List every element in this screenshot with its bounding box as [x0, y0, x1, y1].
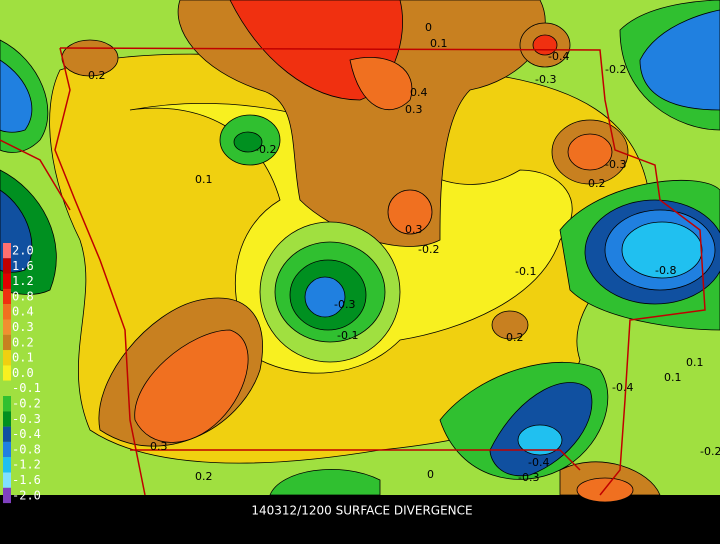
- contour-label: 0: [427, 468, 434, 481]
- legend-swatch: [3, 319, 11, 335]
- legend-label: 0.0: [12, 366, 34, 380]
- contour-label: -0.3: [535, 73, 556, 86]
- legend-label: -0.4: [12, 427, 41, 441]
- legend-label: 0.2: [12, 335, 34, 349]
- contour-label: 0.2: [506, 331, 524, 344]
- legend-swatch: [3, 380, 11, 396]
- contour-label: -0.3: [334, 298, 355, 311]
- contour-label: -0.1: [337, 329, 358, 342]
- contour-label: 0.3: [405, 103, 423, 116]
- contour-label: 0.3: [405, 223, 423, 236]
- contour-label: 0.1: [430, 37, 448, 50]
- legend-label: 0.8: [12, 289, 34, 303]
- contour-label: -0.3: [605, 158, 626, 171]
- contour-label: -0.2: [700, 445, 720, 458]
- contour-label: -0.4: [548, 50, 569, 63]
- legend-swatch: [3, 288, 11, 305]
- legend-swatch: [3, 243, 11, 259]
- contour-label: -0.4: [612, 381, 633, 394]
- contour-label: -0.2: [418, 243, 439, 256]
- caption: 140312/1200 SURFACE DIVERGENCE: [251, 504, 472, 518]
- contour-label: -0.4: [528, 456, 549, 469]
- legend-label: -0.3: [12, 412, 41, 426]
- legend-swatch: [3, 472, 11, 488]
- legend-swatch: [3, 258, 11, 274]
- legend-label: -1.6: [12, 473, 41, 487]
- legend-label: 0.1: [12, 351, 34, 365]
- contour-label: 0.2: [588, 177, 606, 190]
- contour-label: 0: [425, 21, 432, 34]
- legend-swatch: [3, 411, 11, 427]
- contour-label: -0.8: [655, 264, 676, 277]
- contour-label: 0.1: [195, 173, 213, 186]
- legend-label: -2.0: [12, 488, 41, 502]
- legend-label: 0.4: [12, 305, 34, 319]
- contour-label: 0.1: [664, 371, 682, 384]
- contour-label: -0.1: [515, 265, 536, 278]
- legend-label: -0.8: [12, 442, 41, 456]
- contour-label: -0.2: [605, 63, 626, 76]
- contour-label: 0.1: [686, 356, 704, 369]
- legend-swatch: [3, 396, 11, 412]
- contour-label: 0.2: [88, 69, 106, 82]
- contour-label: 0.2: [195, 470, 213, 483]
- contour-label: -0.3: [518, 471, 539, 484]
- legend-swatch: [3, 273, 11, 289]
- legend-label: 1.2: [12, 274, 34, 288]
- legend-swatch: [3, 350, 11, 366]
- legend-swatch: [3, 304, 11, 320]
- contour-label: 0.3: [150, 440, 168, 453]
- boundaries: [0, 47, 706, 496]
- legend-swatch: [3, 334, 11, 351]
- legend-label: -1.2: [12, 458, 41, 472]
- legend-label: -0.1: [12, 381, 41, 395]
- legend-swatch: [3, 457, 11, 473]
- contour-label: -0.2: [255, 143, 276, 156]
- legend-label: 0.3: [12, 320, 34, 334]
- legend-label: -0.2: [12, 397, 41, 411]
- legend-label: 2.0: [12, 244, 34, 258]
- legend-label: 1.6: [12, 259, 34, 273]
- legend-swatch: [3, 441, 11, 458]
- legend-swatch: [3, 487, 11, 504]
- contour-label: 0.4: [410, 86, 428, 99]
- legend-swatch: [3, 426, 11, 442]
- contour-labels: 0.2 0.1 0 -0.2 0.4 0.3 -0.4 -0.3 -0.2 -0.1 0.1 -0.3…: [88, 21, 720, 484]
- legend-swatch: [3, 365, 11, 381]
- legend: 2.01.61.20.80.40.30.20.10.0-0.1-0.2-0.3-…: [3, 243, 41, 504]
